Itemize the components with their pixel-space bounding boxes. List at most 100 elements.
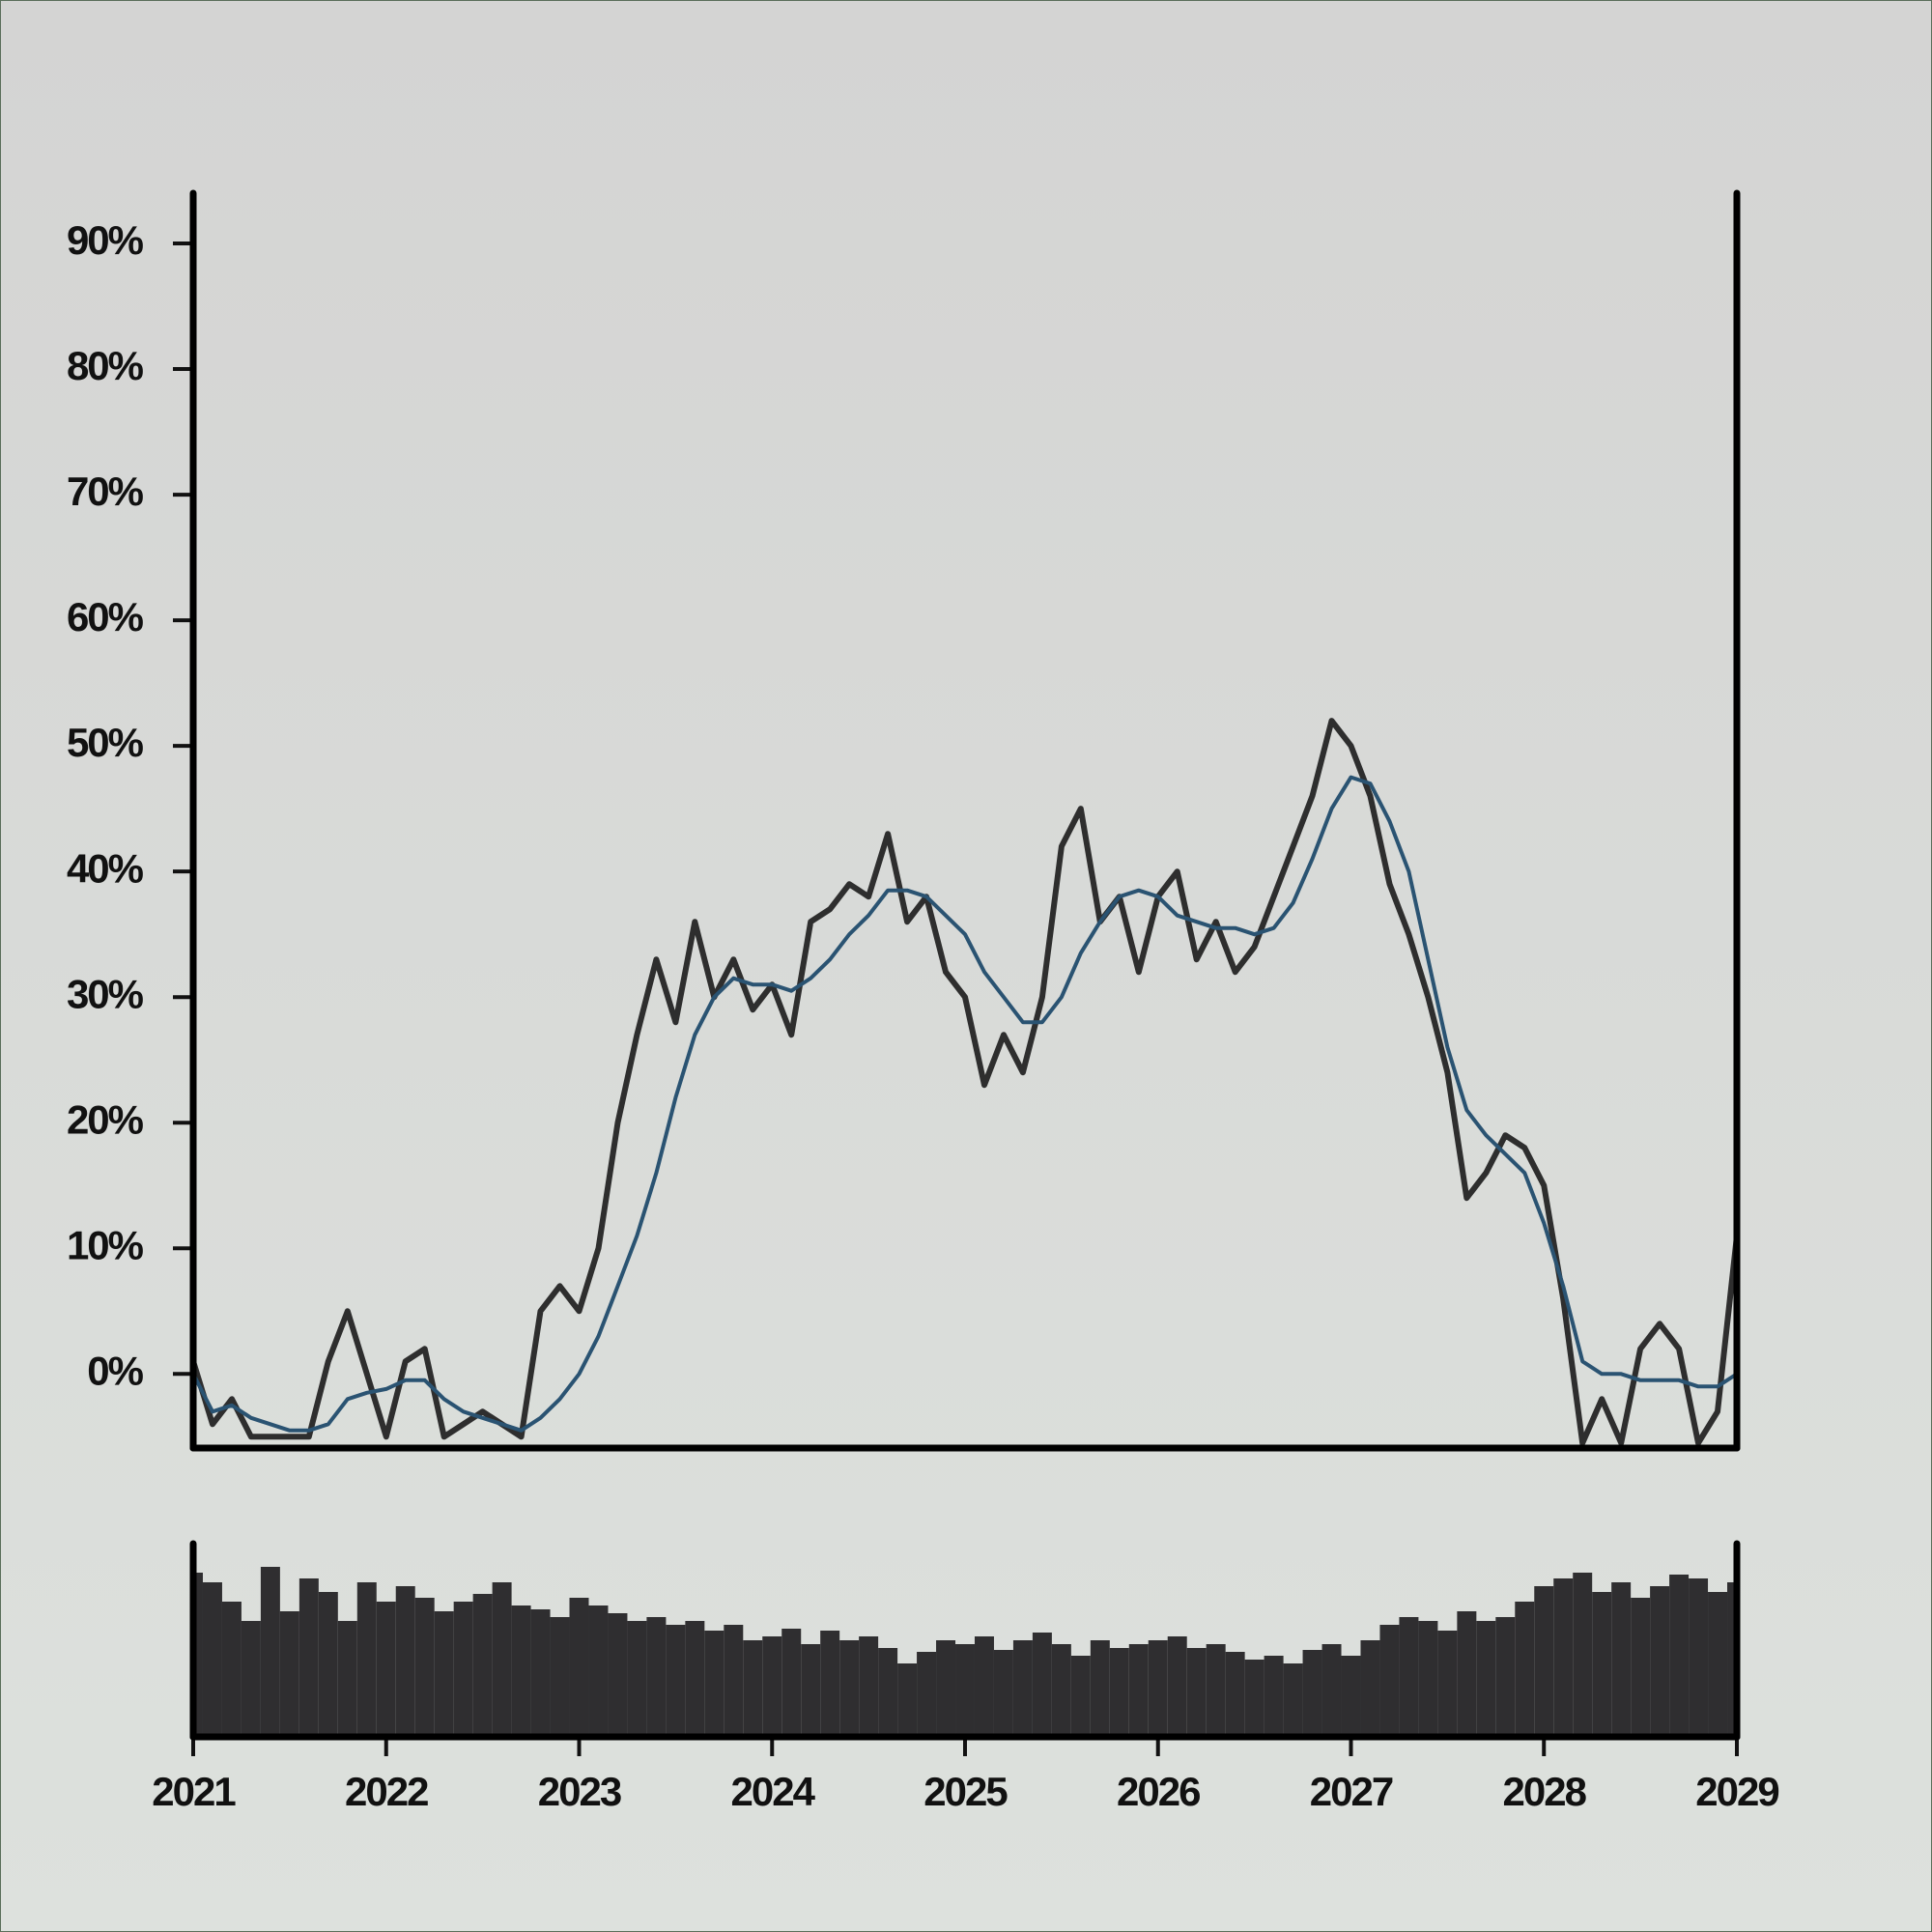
volume-bar <box>241 1621 261 1737</box>
volume-bar <box>1379 1625 1400 1737</box>
volume-bar <box>279 1611 299 1737</box>
volume-bar <box>1302 1650 1322 1737</box>
volume-bar <box>414 1598 435 1737</box>
volume-bar <box>1495 1617 1516 1737</box>
volume-bar <box>318 1592 338 1737</box>
volume-bar <box>1418 1621 1438 1737</box>
volume-bar <box>1186 1648 1207 1737</box>
volume-bar <box>1631 1598 1651 1737</box>
volume-bar <box>1399 1617 1419 1737</box>
volume-bar <box>1128 1644 1149 1737</box>
volume-bar <box>704 1631 724 1737</box>
volume-bar <box>588 1605 609 1737</box>
volume-bar <box>1553 1578 1574 1737</box>
y-tick-label: 50% <box>67 720 144 765</box>
volume-bar <box>1051 1644 1071 1737</box>
series-line <box>193 718 1737 1446</box>
volume-bar <box>1206 1644 1226 1737</box>
volume-bar <box>530 1609 551 1737</box>
volume-bar <box>1573 1573 1593 1737</box>
volume-bar <box>202 1582 222 1737</box>
x-tick-label: 2029 <box>1695 1769 1778 1814</box>
y-tick-label: 40% <box>67 845 144 891</box>
volume-bar <box>1244 1660 1264 1737</box>
volume-bar <box>1070 1656 1091 1737</box>
volume-bar <box>193 1573 203 1737</box>
volume-bar <box>685 1621 705 1737</box>
y-tick-label: 90% <box>67 217 144 263</box>
y-tick-label: 0% <box>87 1348 143 1393</box>
volume-bar <box>1148 1640 1168 1737</box>
volume-bar <box>550 1617 570 1737</box>
volume-bar <box>569 1598 589 1737</box>
volume-bar <box>298 1578 319 1737</box>
lines <box>193 718 1737 1446</box>
volume-bar <box>1650 1586 1670 1737</box>
volume-bar <box>1708 1592 1728 1737</box>
volume-bar <box>376 1602 396 1737</box>
volume-bar <box>221 1602 242 1737</box>
volume-bar <box>337 1621 357 1737</box>
volume-bar <box>453 1602 473 1737</box>
x-tick-label: 2028 <box>1503 1769 1587 1814</box>
volume-bar <box>839 1640 860 1737</box>
volume-bar <box>395 1586 415 1737</box>
volume-bar <box>1264 1656 1284 1737</box>
volume-bar <box>1611 1582 1632 1737</box>
volume-bar <box>1109 1648 1129 1737</box>
volume-bar <box>1321 1644 1342 1737</box>
y-tick-label: 70% <box>67 469 144 514</box>
y-tick-label: 30% <box>67 971 144 1016</box>
volume-bar <box>781 1629 802 1737</box>
volume-bar <box>936 1640 956 1737</box>
volume-bar <box>666 1625 686 1737</box>
volume-bar <box>356 1582 377 1737</box>
x-tick-label: 2022 <box>345 1769 428 1814</box>
volume-bar <box>993 1650 1013 1737</box>
x-tick-label: 2025 <box>923 1769 1008 1814</box>
y-tick-label: 10% <box>67 1222 144 1267</box>
volume-bar <box>1437 1631 1458 1737</box>
volume-bar <box>859 1636 879 1737</box>
volume-bar <box>1515 1602 1535 1737</box>
volume-bar <box>646 1617 667 1737</box>
volume-bar <box>1225 1652 1245 1737</box>
volume-bar <box>1534 1586 1554 1737</box>
volume-bar <box>492 1582 512 1737</box>
volume-bar <box>974 1636 994 1737</box>
volume-bar <box>627 1621 647 1737</box>
volume-bar <box>434 1611 454 1737</box>
volume-panel: 2021 2022 2023 2024 2025 2026 2027 2028 2029 <box>152 1540 1780 1814</box>
volume-bar <box>1283 1663 1303 1737</box>
volume-bar <box>1341 1656 1361 1737</box>
volume-bar <box>1012 1640 1033 1737</box>
volume-bar <box>1457 1611 1477 1737</box>
volume-bar <box>955 1644 975 1737</box>
volume-bar <box>762 1636 782 1737</box>
x-tick-label: 2023 <box>538 1769 621 1814</box>
volume-bar <box>1476 1621 1496 1737</box>
price-panel: 0% 10% 20% 30% 40% 50% 60% 70% 80% 90% <box>67 189 1741 1452</box>
volume-bar <box>1689 1578 1709 1737</box>
volume-bar <box>1669 1575 1690 1737</box>
series-line <box>193 775 1737 1433</box>
volume-bar <box>260 1567 280 1737</box>
x-tick-label: 2021 <box>152 1769 236 1814</box>
volume-bar <box>1727 1582 1737 1737</box>
x-tick-label: 2026 <box>1117 1769 1200 1814</box>
volume-bar <box>1360 1640 1380 1737</box>
y-tick-label: 20% <box>67 1096 144 1142</box>
volume-bar <box>801 1644 821 1737</box>
volume-bar <box>724 1625 744 1737</box>
volume-bar <box>472 1594 493 1737</box>
volume-bar <box>1592 1592 1612 1737</box>
volume-bar <box>1032 1633 1052 1737</box>
x-tick-label: 2027 <box>1310 1769 1393 1814</box>
volume-bar <box>878 1648 898 1737</box>
volume-bar <box>897 1663 918 1737</box>
volume-bar <box>608 1613 628 1737</box>
y-tick-label: 80% <box>67 343 144 388</box>
volume-bar <box>1167 1636 1187 1737</box>
x-tick-label: 2024 <box>731 1769 816 1814</box>
